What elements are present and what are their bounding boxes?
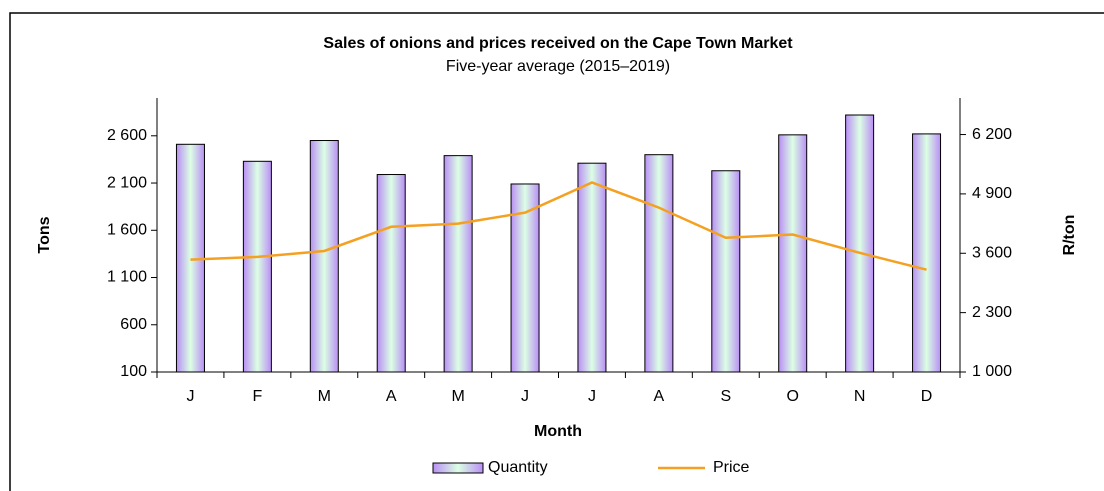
x-axis-label: Month xyxy=(534,423,582,440)
price-line xyxy=(190,181,927,271)
y2-tick-label: 2 300 xyxy=(972,304,1012,321)
bar xyxy=(711,170,741,373)
y-tick-label: 2 100 xyxy=(107,174,147,191)
y-tick-label: 1 600 xyxy=(107,221,147,238)
x-tick-label: A xyxy=(654,388,665,405)
y2-axis-label: R/ton xyxy=(1061,215,1078,256)
y2-tick-label: 4 900 xyxy=(972,185,1012,202)
bar xyxy=(778,134,808,373)
chart-subtitle: Five-year average (2015–2019) xyxy=(446,58,670,75)
bar xyxy=(376,174,406,373)
x-tick-label: J xyxy=(521,388,529,405)
x-tick-label: F xyxy=(252,388,262,405)
bar xyxy=(845,114,875,373)
y-tick-label: 1 100 xyxy=(107,269,147,286)
y-axis-label: Tons xyxy=(36,216,53,253)
bar xyxy=(443,155,473,373)
bar xyxy=(577,162,607,373)
x-tick-label: M xyxy=(318,388,331,405)
chart-border xyxy=(9,12,1104,491)
y-tick-label: 600 xyxy=(120,316,147,333)
y-tick-label: 2 600 xyxy=(107,127,147,144)
x-tick-label: D xyxy=(921,388,933,405)
y2-tick-label: 6 200 xyxy=(972,126,1012,143)
bar xyxy=(309,140,339,373)
legend-label: Price xyxy=(713,459,750,476)
x-tick-label: O xyxy=(786,388,798,405)
bar xyxy=(912,133,942,373)
legend-swatch xyxy=(432,462,484,474)
x-tick-label: J xyxy=(588,388,596,405)
chart-title: Sales of onions and prices received on t… xyxy=(323,35,793,52)
x-tick-label: S xyxy=(720,388,731,405)
y2-tick-label: 3 600 xyxy=(972,244,1012,261)
bar xyxy=(644,154,674,373)
y2-tick-label: 1 000 xyxy=(972,363,1012,380)
x-tick-label: A xyxy=(386,388,397,405)
y-tick-label: 100 xyxy=(120,363,147,380)
x-tick-label: J xyxy=(186,388,194,405)
legend-label: Quantity xyxy=(488,459,548,476)
bar xyxy=(242,160,272,373)
x-tick-label: M xyxy=(451,388,464,405)
x-tick-label: N xyxy=(854,388,866,405)
